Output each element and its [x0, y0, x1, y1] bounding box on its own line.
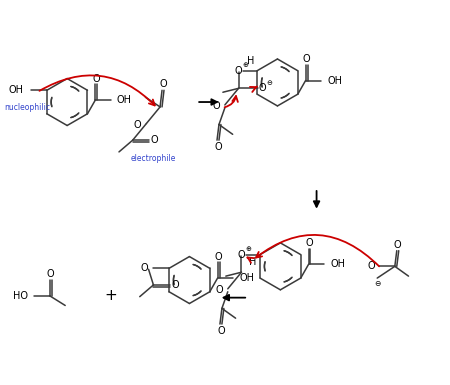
Text: electrophile: electrophile [130, 154, 176, 163]
Text: O: O [303, 54, 310, 64]
Text: HO: HO [13, 291, 28, 301]
Text: +: + [105, 288, 117, 303]
Text: ⊕: ⊕ [243, 62, 248, 68]
Text: O: O [47, 269, 54, 279]
Text: nucleophilic: nucleophilic [4, 104, 50, 112]
Text: OH: OH [117, 95, 132, 105]
Text: O: O [258, 83, 266, 93]
Text: O: O [235, 66, 243, 76]
Text: O: O [159, 79, 167, 89]
Text: O: O [171, 280, 179, 290]
Text: OH: OH [9, 85, 23, 95]
Text: OH: OH [330, 259, 345, 270]
Text: OH: OH [327, 75, 342, 85]
Text: H: H [248, 258, 256, 268]
Text: O: O [394, 240, 401, 250]
Text: O: O [214, 142, 222, 152]
Text: O: O [134, 119, 141, 129]
Text: O: O [306, 238, 313, 248]
Text: OH: OH [239, 273, 254, 283]
Text: ⊖: ⊖ [266, 80, 272, 87]
Text: O: O [141, 263, 148, 273]
Text: H: H [247, 56, 254, 66]
Text: O: O [217, 326, 225, 336]
Text: O: O [92, 74, 100, 84]
Text: O: O [215, 285, 223, 295]
Text: ⊕: ⊕ [245, 246, 251, 252]
Text: O: O [150, 135, 158, 145]
Text: O: O [212, 101, 220, 111]
Text: O: O [238, 249, 245, 259]
Text: ⊖: ⊖ [374, 280, 380, 288]
Text: O: O [368, 261, 375, 271]
Text: O: O [215, 251, 222, 261]
